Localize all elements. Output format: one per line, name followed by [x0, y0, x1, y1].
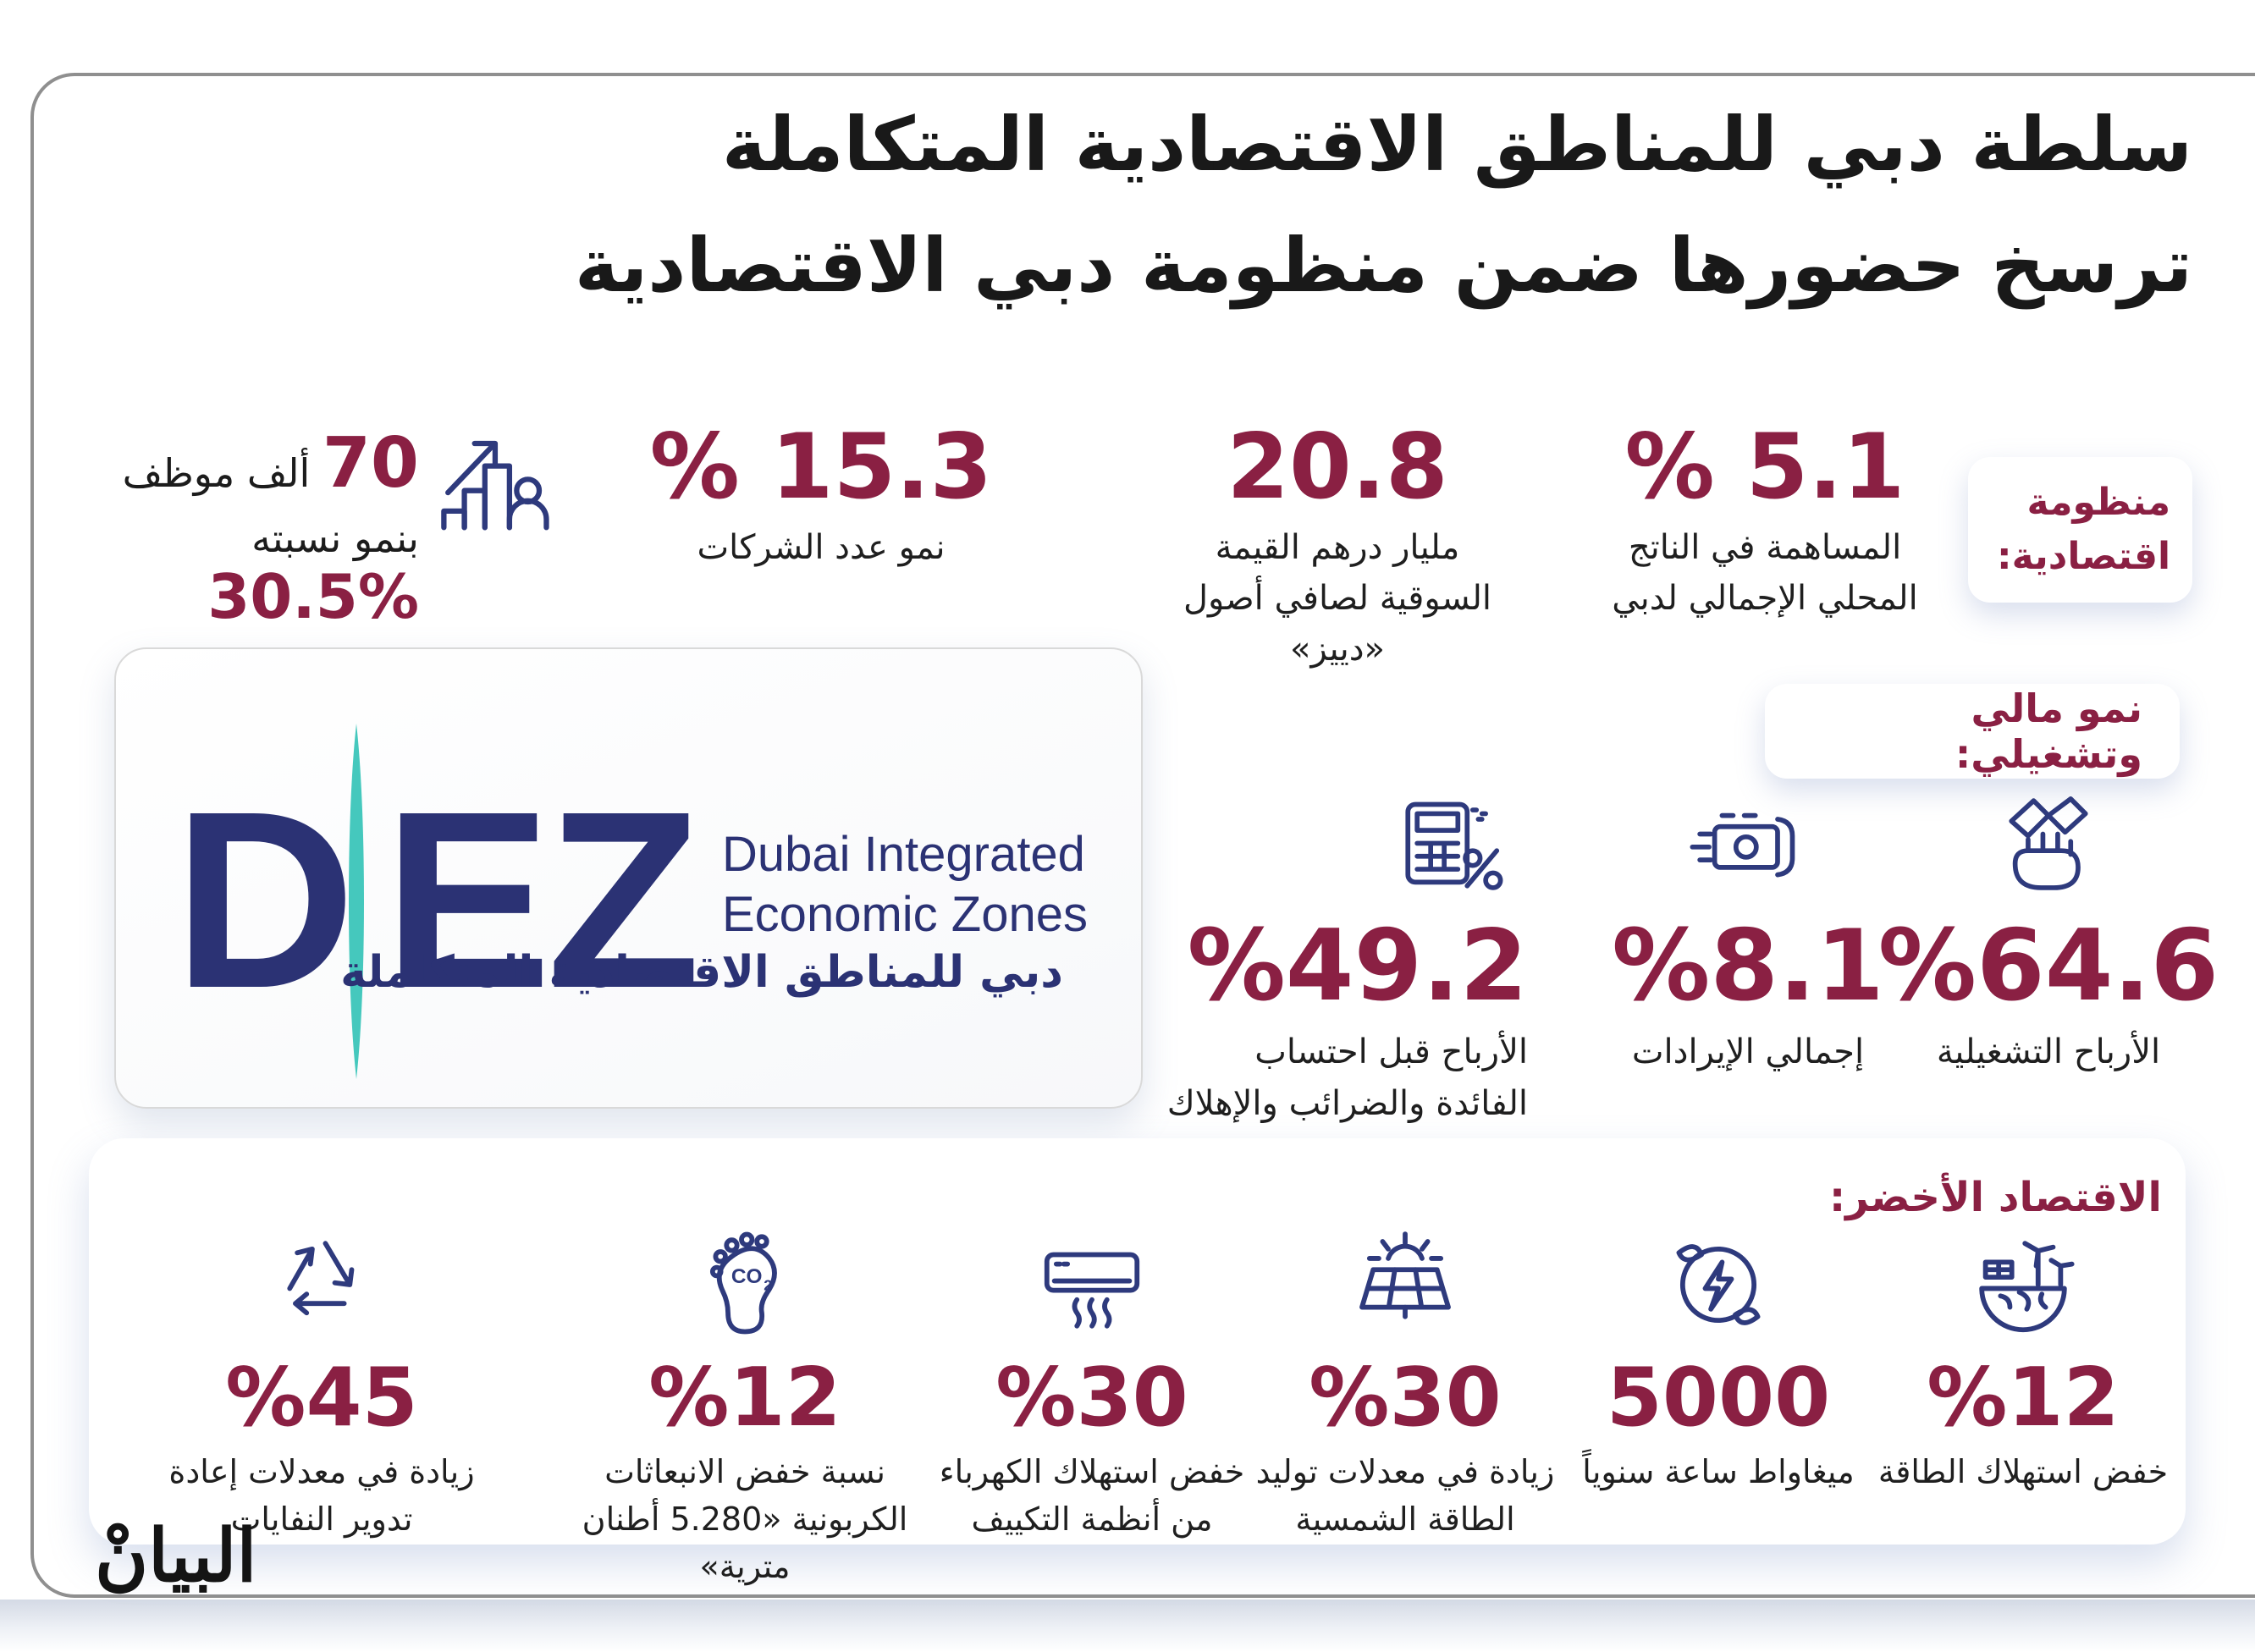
economic-ecosystem-label-card: منظومة اقتصادية:: [1968, 457, 2192, 603]
employees-unit: ألف موظف: [122, 450, 311, 496]
svg-text:CO: CO: [731, 1265, 763, 1288]
stat-value: %30: [995, 1352, 1188, 1445]
air-conditioner-icon: [923, 1225, 1261, 1353]
stat-ebitda: %49.2 الأرباح قبل احتساب الفائدة والضرائ…: [1160, 790, 1528, 1181]
stat-operating-profits: %64.6 الأرباح التشغيلية: [1871, 790, 2226, 1078]
stat-label: إجمالي الإيرادات: [1631, 1032, 1865, 1071]
stat-companies-growth: % 15.3 نمو عدد الشركات: [643, 415, 999, 573]
albayan-logo: البيانْ: [95, 1513, 258, 1599]
stat-label: خفض استهلاك الطاقة: [1877, 1452, 2169, 1490]
stat-carbon-emissions-reduction: CO 2 %12 نسبة خفض الانبعاثات الكربونية «…: [559, 1225, 931, 1590]
diez-logo-card: D EZ Dubai Integrated Economic Zones دبي…: [114, 647, 1143, 1109]
diez-arabic-name: دبي للمناطق الاقتصادية المتكاملة: [340, 947, 1063, 998]
page-title: سلطة دبي للمناطق الاقتصادية المتكاملة تر…: [330, 85, 2192, 326]
title-line-2: ترسخ حضورها ضمن منظومة دبي الاقتصادية: [574, 221, 2192, 309]
stat-energy-reduction: %12 خفض استهلاك الطاقة: [1854, 1225, 2192, 1495]
stat-ac-electricity-reduction: %30 خفض استهلاك الكهرباء من أنظمة التكيي…: [923, 1225, 1261, 1543]
stat-label: خفض استهلاك الكهرباء من أنظمة التكييف: [939, 1452, 1245, 1538]
stat-value: % 5.1: [1624, 415, 1905, 519]
stat-label: زيادة في معدلات إعادة تدوير النفايات: [168, 1452, 475, 1538]
stat-label: ميغاواط ساعة سنوياً: [1582, 1452, 1855, 1490]
stat-value: %64.6: [1877, 909, 2219, 1023]
stat-value: %12: [648, 1352, 841, 1445]
stat-value: %45: [225, 1352, 418, 1445]
stat-value: %8.1: [1612, 909, 1884, 1023]
energy-leaf-icon: [1549, 1225, 1888, 1353]
stat-solar-generation: %30 زيادة في معدلات توليد الطاقة الشمسية: [1236, 1225, 1574, 1543]
stat-market-value: 20.8 مليار درهم القيمة السوقية لصافي أصو…: [1160, 415, 1515, 675]
banknote-icon: [1587, 790, 1909, 915]
stat-total-revenues: %8.1 إجمالي الإيرادات: [1587, 790, 1909, 1078]
carbon-footprint-icon: CO 2: [559, 1225, 931, 1353]
stat-value: % 15.3: [649, 415, 993, 519]
recycle-icon: [152, 1225, 491, 1353]
stat-label: المساهمة في الناتج المحلي الإجمالي لدبي: [1612, 528, 1918, 619]
stat-waste-recycling: %45 زيادة في معدلات إعادة تدوير النفايات: [152, 1225, 491, 1543]
green-economy-card: الاقتصاد الأخضر: %12 خفض استهلاك الطاقة …: [89, 1138, 2186, 1585]
employees-value: 70: [322, 423, 419, 504]
employees-count-line: 70 ألف موظف: [42, 423, 419, 504]
stat-label: زيادة في معدلات توليد الطاقة الشمسية: [1255, 1452, 1555, 1538]
stat-megawatt-hours: 5000 ميغاواط ساعة سنوياً: [1549, 1225, 1888, 1495]
title-line-1: سلطة دبي للمناطق الاقتصادية المتكاملة: [721, 101, 2192, 188]
stat-label: نمو عدد الشركات: [697, 528, 946, 568]
solar-panel-icon: [1236, 1225, 1574, 1353]
employees-growth-value: %30.5: [207, 561, 419, 632]
stat-label: الأرباح التشغيلية: [1936, 1032, 2161, 1071]
calculator-percent-icon: [1160, 790, 1528, 915]
employees-growth-label: بنمو نسبته: [251, 515, 419, 561]
stat-value: %49.2: [1187, 909, 1528, 1023]
employees-growth-line: بنمو نسبته %30.5: [42, 515, 419, 632]
economic-ecosystem-label: منظومة اقتصادية:: [1997, 481, 2171, 578]
svg-text:2: 2: [764, 1277, 772, 1294]
diez-letters-ez: EZ: [383, 759, 701, 1041]
stat-gdp-contribution: % 5.1 المساهمة في الناتج المحلي الإجمالي…: [1604, 415, 1926, 624]
diez-english-name: Dubai Integrated Economic Zones: [722, 825, 1088, 945]
hand-money-icon: [1871, 790, 2226, 915]
stat-value: %12: [1927, 1352, 2120, 1445]
financial-growth-label-card: نمو مالي وتشغيلي:: [1765, 684, 2180, 779]
stat-value: %30: [1309, 1352, 1502, 1445]
diez-english-line-2: Economic Zones: [722, 886, 1088, 942]
employees-growth-icon: [427, 415, 559, 550]
stat-label: نسبة خفض الانبعاثات الكربونية «5.280 أطن…: [582, 1452, 908, 1586]
diez-lens-icon: [336, 722, 377, 1081]
bottom-gradient-strip: [0, 1600, 2255, 1652]
diez-english-line-1: Dubai Integrated: [722, 827, 1085, 882]
green-economy-label: الاقتصاد الأخضر:: [1828, 1174, 2162, 1221]
earth-renewables-icon: [1854, 1225, 2192, 1353]
stat-value: 20.8: [1227, 415, 1448, 519]
diez-letter-d: D: [174, 759, 356, 1041]
financial-growth-label: نمو مالي وتشغيلي:: [1955, 686, 2142, 777]
stat-employees: 70 ألف موظف بنمو نسبته %30.5: [42, 423, 419, 632]
stat-value: 5000: [1606, 1352, 1831, 1445]
stat-label: مليار درهم القيمة السوقية لصافي أصول «دي…: [1183, 528, 1492, 669]
